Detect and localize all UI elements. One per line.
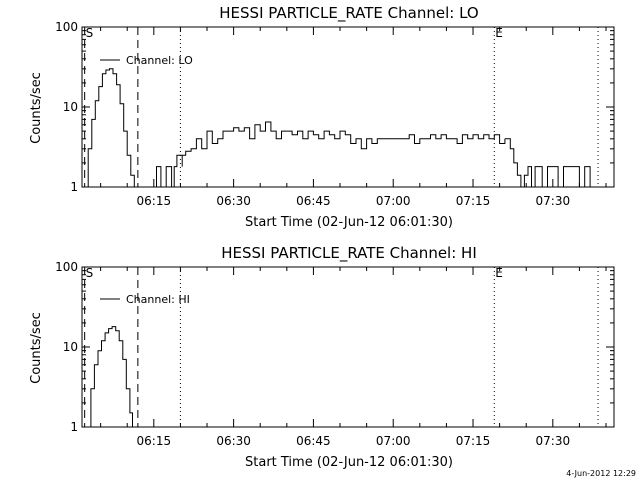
- x-tick-label: 06:30: [216, 194, 251, 208]
- time-marker-label: E: [495, 266, 503, 280]
- y-tick-label: 10: [63, 100, 78, 114]
- x-tick-label: 07:30: [536, 194, 571, 208]
- x-tick-label: 06:30: [216, 434, 251, 448]
- panel-lo-legend-label: Channel: LO: [126, 54, 193, 67]
- y-tick-label: 10: [63, 340, 78, 354]
- time-marker-label: S: [86, 26, 94, 40]
- panel-hi-legend-label: Channel: HI: [126, 293, 190, 306]
- x-tick-label: 06:45: [296, 194, 331, 208]
- panel-hi-title: HESSI PARTICLE_RATE Channel: HI: [221, 244, 477, 263]
- x-tick-label: 06:15: [137, 194, 172, 208]
- footer-timestamp: 4-Jun-2012 12:29: [566, 469, 636, 478]
- series-line-lo: [84, 68, 135, 188]
- x-tick-label: 07:30: [536, 434, 571, 448]
- panel-lo-xlabel: Start Time (02-Jun-12 06:01:30): [245, 215, 453, 230]
- time-marker-label: E: [495, 26, 503, 40]
- series-line-lo: [153, 154, 183, 188]
- x-tick-label: 07:00: [376, 434, 411, 448]
- panel-lo-ylabel: Counts/sec: [29, 72, 44, 144]
- x-tick-label: 06:15: [137, 434, 172, 448]
- y-tick-label: 1: [70, 180, 78, 194]
- x-tick-label: 07:00: [376, 194, 411, 208]
- y-tick-label: 100: [55, 20, 78, 34]
- time-marker-label: S: [86, 266, 94, 280]
- panel-lo-title: HESSI PARTICLE_RATE Channel: LO: [219, 4, 478, 23]
- panel-hi-xlabel: Start Time (02-Jun-12 06:01:30): [245, 455, 453, 470]
- series-line-lo: [182, 121, 506, 156]
- panel-hi: HESSI PARTICLE_RATE Channel: HI Start Ti…: [29, 244, 615, 470]
- series-line-hi: [87, 326, 133, 428]
- y-tick-label: 100: [55, 260, 78, 274]
- x-tick-label: 07:15: [456, 194, 491, 208]
- panel-lo: HESSI PARTICLE_RATE Channel: LO Start Ti…: [29, 4, 615, 230]
- series-line-lo: [504, 138, 594, 188]
- x-tick-label: 06:45: [296, 434, 331, 448]
- y-tick-label: 1: [70, 420, 78, 434]
- panel-hi-ylabel: Counts/sec: [29, 312, 44, 384]
- x-tick-label: 07:15: [456, 434, 491, 448]
